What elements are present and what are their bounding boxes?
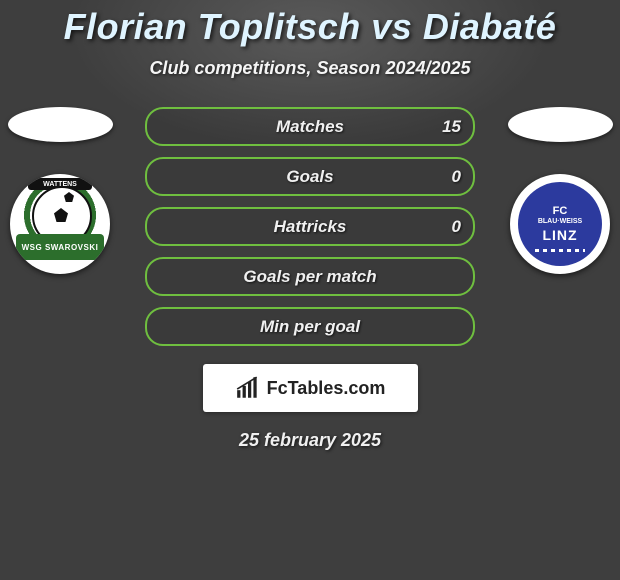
left-badge-bottom-text: WSG SWAROVSKI <box>16 234 104 260</box>
bar-chart-icon <box>235 375 261 401</box>
right-player-avatar <box>508 107 613 142</box>
stripes-icon <box>535 249 585 252</box>
stat-right-value: 0 <box>452 167 461 187</box>
brand-text: FcTables.com <box>267 378 386 399</box>
right-club-badge: FC BLAU·WEISS LINZ <box>510 174 610 274</box>
stat-label: Goals per match <box>243 267 376 287</box>
right-badge-city: LINZ <box>542 227 577 243</box>
right-badge-fc: FC <box>553 205 568 217</box>
right-player-column: FC BLAU·WEISS LINZ <box>505 107 615 274</box>
stat-row-matches: Matches 15 <box>145 107 475 146</box>
subtitle: Club competitions, Season 2024/2025 <box>0 58 620 79</box>
stat-row-min-per-goal: Min per goal <box>145 307 475 346</box>
stat-row-hattricks: Hattricks 0 <box>145 207 475 246</box>
date-text: 25 february 2025 <box>0 430 620 451</box>
left-player-avatar <box>8 107 113 142</box>
stat-rows: Matches 15 Goals 0 Hattricks 0 Goals per… <box>145 107 475 346</box>
left-player-column: WATTENS WSG SWAROVSKI <box>5 107 115 274</box>
stat-right-value: 15 <box>442 117 461 137</box>
brand-box[interactable]: FcTables.com <box>203 364 418 412</box>
stat-row-goals-per-match: Goals per match <box>145 257 475 296</box>
stat-label: Goals <box>286 167 333 187</box>
stat-right-value: 0 <box>452 217 461 237</box>
stat-row-goals: Goals 0 <box>145 157 475 196</box>
stat-label: Min per goal <box>260 317 360 337</box>
stat-label: Matches <box>276 117 344 137</box>
right-badge-bw: BLAU·WEISS <box>538 218 582 225</box>
left-club-badge: WATTENS WSG SWAROVSKI <box>10 174 110 274</box>
stat-label: Hattricks <box>274 217 347 237</box>
page-title: Florian Toplitsch vs Diabaté <box>0 0 620 48</box>
